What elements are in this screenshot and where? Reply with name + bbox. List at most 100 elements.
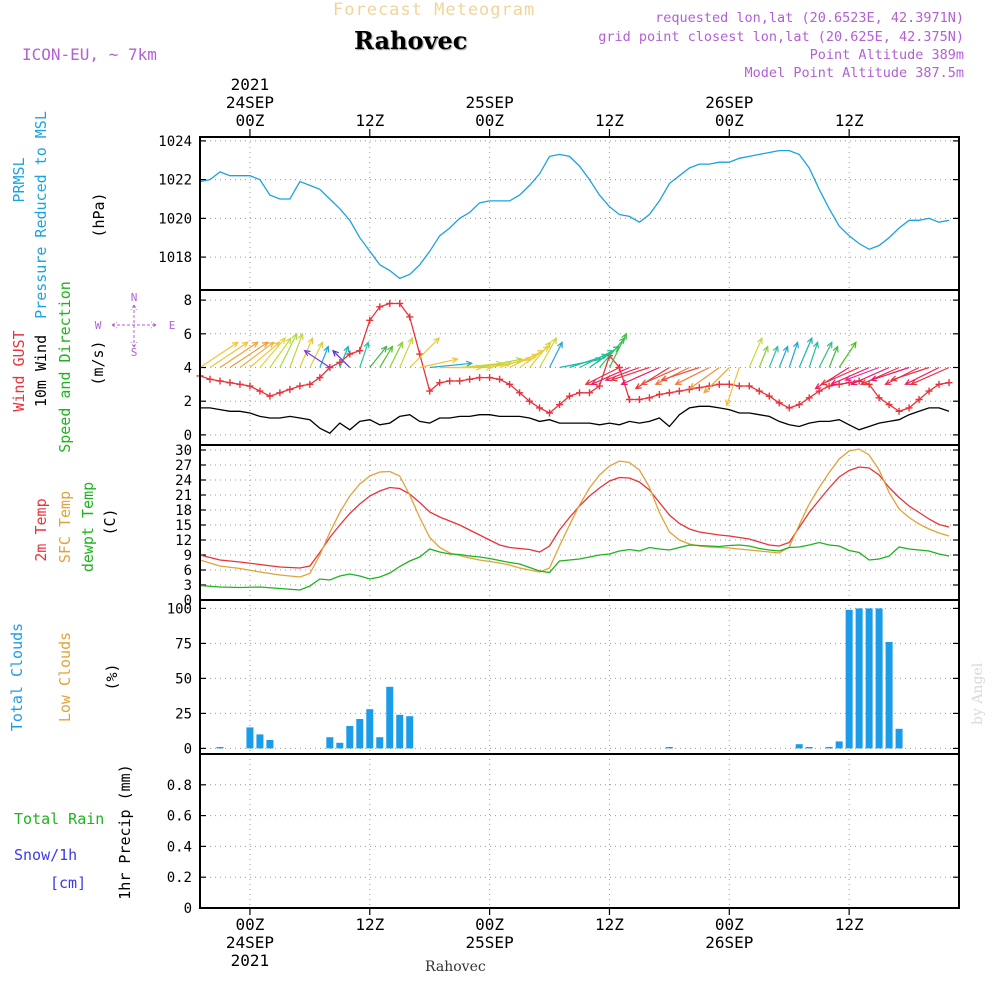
- wind-arrow-head: [832, 345, 839, 353]
- wind-arrow: [369, 346, 388, 368]
- y-tick-label: 12: [175, 533, 192, 549]
- wind-arrow: [778, 346, 789, 368]
- wind-arrow-head: [551, 336, 558, 345]
- y-tick-label: 24: [175, 473, 192, 489]
- gust-marker: [426, 387, 434, 395]
- y-tick-label: 18: [175, 503, 192, 519]
- series-wind-gust: [199, 302, 950, 414]
- label-wind-unit: (m/s): [89, 340, 107, 385]
- gust-marker: [216, 377, 224, 385]
- panel-pressure: 1018 1020 1022 1024: [158, 134, 960, 291]
- wind-arrow: [249, 341, 280, 368]
- y-tick-label: 21: [175, 488, 192, 504]
- wind-arrow-head: [291, 332, 298, 340]
- panel-precip: 0 0.2 0.4 0.6 0.8: [167, 753, 960, 917]
- wind-arrow: [808, 342, 819, 368]
- wind-arrow: [209, 341, 249, 368]
- wind-arrow-head: [604, 375, 612, 382]
- x-label-top: 12Z: [835, 111, 864, 130]
- gust-marker: [775, 399, 783, 407]
- wind-arrow: [599, 337, 626, 368]
- wind-arrow: [611, 366, 650, 381]
- gust-marker: [506, 380, 514, 388]
- wind-arrow: [675, 366, 710, 385]
- compass-e: E: [169, 319, 176, 332]
- wind-arrow-head: [363, 340, 370, 349]
- label-wind-gust: Wind GUST: [10, 330, 28, 411]
- y-tick-label: 27: [175, 458, 192, 474]
- wind-arrow: [608, 333, 627, 368]
- wind-arrow-head: [621, 332, 627, 340]
- y-tick-label: 6: [184, 327, 192, 343]
- cloud-bar: [336, 742, 344, 749]
- gust-marker: [446, 377, 454, 385]
- wind-arrow-head: [660, 375, 668, 382]
- y-tick-label: 0: [184, 428, 192, 444]
- gust-marker: [685, 385, 693, 393]
- cloud-bar: [326, 737, 334, 749]
- label-temp-unit: (C): [101, 508, 119, 535]
- panel-frame: [199, 136, 960, 291]
- wind-arrow: [768, 346, 779, 368]
- series-2m-temp: [199, 466, 950, 569]
- gust-marker: [915, 396, 923, 404]
- gust-marker: [665, 389, 673, 397]
- cloud-bar: [256, 734, 264, 749]
- x-label-bottom: 26SEP: [705, 933, 753, 952]
- x-label-top: 24SEP: [226, 93, 274, 112]
- y-tick-label: 1018: [158, 250, 192, 266]
- wind-arrow: [229, 341, 269, 368]
- gust-marker: [256, 387, 264, 395]
- wind-arrow: [239, 341, 274, 368]
- wind-arrow-head: [307, 336, 314, 345]
- gust-marker: [536, 404, 544, 412]
- x-label-bottom: 00Z: [475, 915, 504, 934]
- wind-arrow-head: [279, 337, 287, 345]
- y-tick-label: 0: [184, 741, 192, 757]
- x-label-bottom: 00Z: [235, 915, 264, 934]
- label-pressure-unit: (hPa): [90, 192, 108, 237]
- y-tick-label: 6: [184, 563, 192, 579]
- y-tick-label: 3: [184, 578, 192, 594]
- y-tick-label: 15: [175, 518, 192, 534]
- wind-arrow-head: [820, 379, 828, 386]
- cloud-bar: [356, 719, 364, 749]
- gust-marker: [755, 387, 763, 395]
- y-tick-label: 1024: [158, 134, 192, 150]
- wind-arrow-head: [826, 341, 833, 349]
- y-tick-label: 0.8: [167, 778, 192, 794]
- gust-marker: [236, 380, 244, 388]
- wind-arrow: [641, 366, 680, 385]
- wind-arrow-head: [451, 357, 459, 364]
- gust-marker: [945, 379, 953, 387]
- y-tick-label: 0.6: [167, 809, 192, 825]
- cloud-bar: [895, 728, 903, 749]
- x-label-bottom: 12Z: [595, 915, 624, 934]
- label-low-clouds: Low Clouds: [56, 632, 74, 722]
- wind-arrow: [851, 366, 890, 385]
- panel-clouds: 0 25 50 75 100: [167, 599, 960, 757]
- wind-arrow: [821, 366, 860, 385]
- forecast-title: Forecast Meteogram: [333, 0, 536, 20]
- gust-marker: [276, 389, 284, 397]
- gust-marker: [625, 396, 633, 404]
- wind-arrow: [419, 358, 458, 369]
- x-label-top: 00Z: [715, 111, 744, 130]
- gust-marker: [206, 375, 214, 383]
- y-tick-label: 8: [184, 293, 192, 309]
- cloud-bar: [366, 709, 374, 749]
- x-label-bottom: 25SEP: [466, 933, 514, 952]
- gust-marker: [436, 379, 444, 387]
- series-10m-wind: [200, 405, 950, 434]
- wind-arrow: [379, 346, 393, 368]
- wind-arrow: [304, 350, 331, 368]
- wind-arrow-head: [884, 379, 892, 385]
- y-tick-label: 2: [184, 394, 192, 410]
- gust-marker: [566, 392, 574, 400]
- wind-arrow: [309, 342, 323, 368]
- wind-arrow: [798, 337, 813, 368]
- wind-arrow: [758, 346, 769, 368]
- wind-arrow: [861, 366, 900, 385]
- cloud-bar: [825, 747, 833, 749]
